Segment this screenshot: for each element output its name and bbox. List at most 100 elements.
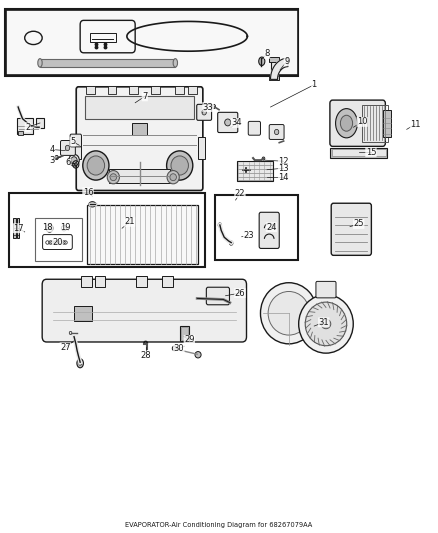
Ellipse shape xyxy=(262,157,265,160)
Ellipse shape xyxy=(212,104,215,109)
Ellipse shape xyxy=(65,146,70,151)
Text: 15: 15 xyxy=(366,148,376,157)
Bar xyxy=(17,218,19,238)
Bar xyxy=(108,86,117,94)
Ellipse shape xyxy=(38,59,42,67)
Bar xyxy=(269,57,279,62)
Ellipse shape xyxy=(195,352,201,358)
Ellipse shape xyxy=(275,130,279,135)
Ellipse shape xyxy=(166,151,193,180)
Bar xyxy=(130,86,138,94)
Bar xyxy=(95,276,106,287)
Ellipse shape xyxy=(171,156,188,175)
Text: 21: 21 xyxy=(124,217,135,227)
Text: 22: 22 xyxy=(235,189,245,198)
Bar xyxy=(362,105,389,142)
Text: 26: 26 xyxy=(235,288,245,297)
Ellipse shape xyxy=(79,361,81,366)
Bar xyxy=(269,76,279,80)
Bar xyxy=(9,193,205,266)
FancyBboxPatch shape xyxy=(269,125,284,140)
Bar xyxy=(109,169,170,182)
Ellipse shape xyxy=(299,295,353,353)
FancyBboxPatch shape xyxy=(316,281,336,298)
Text: 7: 7 xyxy=(142,92,148,101)
Bar xyxy=(198,138,205,159)
Bar xyxy=(87,205,198,264)
Bar xyxy=(13,218,16,238)
Bar xyxy=(5,9,298,76)
Ellipse shape xyxy=(167,171,179,184)
Ellipse shape xyxy=(261,282,317,344)
Bar xyxy=(332,149,386,157)
Text: 20: 20 xyxy=(52,238,63,247)
Bar xyxy=(85,96,194,119)
Text: 13: 13 xyxy=(278,164,289,173)
Bar xyxy=(40,59,175,67)
Bar xyxy=(271,61,278,79)
Bar xyxy=(215,195,297,260)
Ellipse shape xyxy=(77,359,83,368)
FancyBboxPatch shape xyxy=(206,287,230,305)
FancyBboxPatch shape xyxy=(197,104,212,120)
Ellipse shape xyxy=(170,174,177,181)
Text: 18: 18 xyxy=(42,223,53,232)
Bar xyxy=(90,33,117,42)
Bar xyxy=(188,86,197,94)
Ellipse shape xyxy=(225,119,231,126)
FancyBboxPatch shape xyxy=(331,203,371,255)
Bar xyxy=(74,138,81,159)
FancyBboxPatch shape xyxy=(70,134,81,147)
Ellipse shape xyxy=(172,346,177,351)
Text: 28: 28 xyxy=(140,351,151,360)
Text: 6: 6 xyxy=(66,158,71,167)
Text: 4: 4 xyxy=(49,145,55,154)
Ellipse shape xyxy=(107,171,120,184)
Text: 27: 27 xyxy=(60,343,71,352)
Text: 9: 9 xyxy=(284,57,290,66)
Text: 3: 3 xyxy=(49,156,55,165)
Bar xyxy=(86,86,95,94)
Bar xyxy=(81,276,92,287)
Ellipse shape xyxy=(268,292,310,335)
Text: 11: 11 xyxy=(410,119,421,128)
Bar xyxy=(181,327,188,340)
Bar xyxy=(330,148,387,158)
Bar xyxy=(175,86,184,94)
Ellipse shape xyxy=(69,155,79,166)
Bar xyxy=(74,306,92,321)
Ellipse shape xyxy=(87,156,105,175)
Ellipse shape xyxy=(173,59,177,67)
Bar xyxy=(132,123,148,135)
Text: EVAPORATOR-Air Conditioning Diagram for 68267079AA: EVAPORATOR-Air Conditioning Diagram for … xyxy=(125,522,313,528)
Ellipse shape xyxy=(83,151,109,180)
Ellipse shape xyxy=(336,109,357,138)
Bar xyxy=(180,326,189,341)
Ellipse shape xyxy=(340,115,353,131)
FancyBboxPatch shape xyxy=(60,141,75,156)
Bar xyxy=(35,217,82,261)
Ellipse shape xyxy=(71,157,77,164)
FancyBboxPatch shape xyxy=(76,87,203,190)
Text: 14: 14 xyxy=(279,173,289,182)
Bar xyxy=(383,110,391,137)
Text: 19: 19 xyxy=(60,223,71,232)
Ellipse shape xyxy=(305,302,347,346)
Bar xyxy=(17,118,32,134)
Bar xyxy=(237,161,273,181)
FancyBboxPatch shape xyxy=(330,100,385,147)
Ellipse shape xyxy=(110,174,117,181)
Text: 16: 16 xyxy=(83,188,93,197)
Ellipse shape xyxy=(55,156,58,160)
Text: 10: 10 xyxy=(357,117,367,126)
FancyBboxPatch shape xyxy=(42,279,247,342)
Polygon shape xyxy=(271,58,288,79)
Bar xyxy=(151,86,160,94)
Ellipse shape xyxy=(202,110,206,115)
Text: 34: 34 xyxy=(231,118,242,127)
Bar xyxy=(35,118,44,128)
Text: 30: 30 xyxy=(173,344,184,353)
Ellipse shape xyxy=(321,319,331,329)
Text: 5: 5 xyxy=(70,137,75,146)
Text: 1: 1 xyxy=(311,80,317,89)
